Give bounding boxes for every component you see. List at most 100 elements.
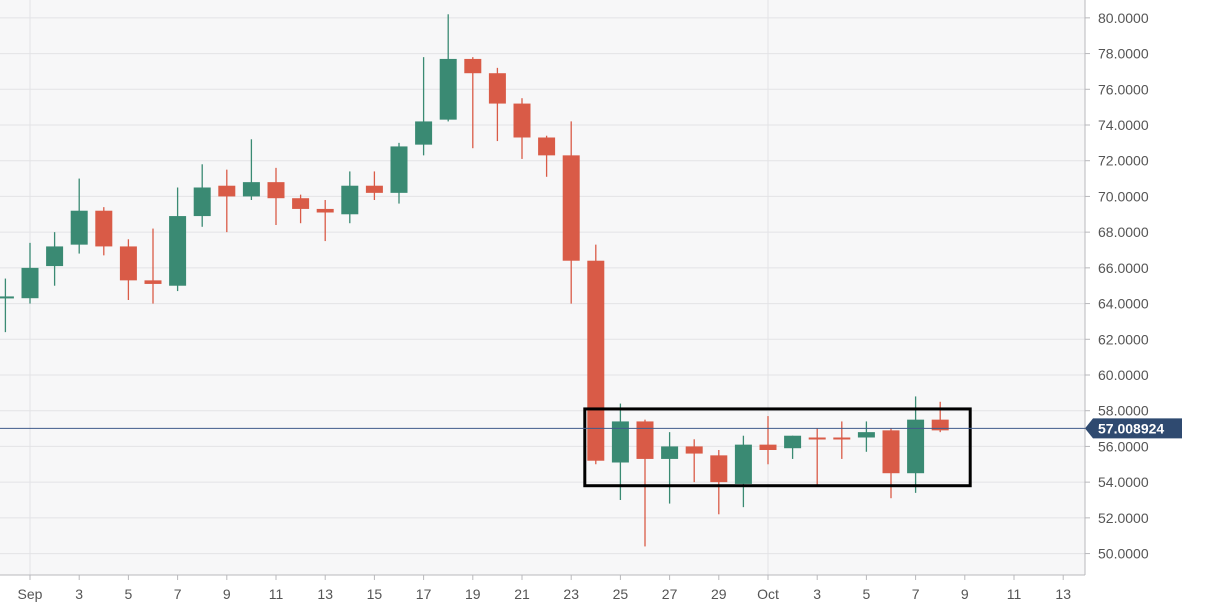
plot-area [0, 0, 1085, 575]
candle-body [464, 58, 482, 74]
candle [21, 242, 39, 304]
candle [857, 421, 875, 452]
x-tick-label: 13 [317, 586, 333, 602]
x-tick-label: 21 [514, 586, 530, 602]
candle-body [488, 73, 506, 104]
y-tick-label: 62.0000 [1098, 331, 1149, 347]
candle [636, 419, 654, 547]
candle [931, 401, 949, 433]
y-tick-label: 78.0000 [1098, 46, 1149, 62]
y-tick-label: 68.0000 [1098, 224, 1149, 240]
candle-body [316, 208, 334, 213]
y-tick-label: 54.0000 [1098, 474, 1149, 490]
y-tick-label: 70.0000 [1098, 188, 1149, 204]
candle [907, 396, 925, 493]
candle [169, 187, 187, 292]
candle-body [513, 103, 531, 138]
candle-body [907, 419, 925, 474]
candle [365, 171, 383, 200]
current-price-label: 57.008924 [1098, 420, 1164, 436]
candle [661, 432, 679, 504]
candle [734, 435, 752, 508]
candle-body [390, 146, 408, 193]
candle-body [95, 210, 113, 247]
candle [488, 67, 506, 142]
candle-body [46, 246, 64, 267]
y-tick-label: 60.0000 [1098, 367, 1149, 383]
candle-body [784, 435, 802, 449]
x-tick-label: 5 [125, 586, 133, 602]
candle [0, 278, 14, 333]
candle [242, 139, 260, 200]
candle [341, 171, 359, 224]
y-tick-label: 50.0000 [1098, 546, 1149, 562]
y-tick-label: 76.0000 [1098, 81, 1149, 97]
x-tick-label: 23 [563, 586, 579, 602]
candle [710, 450, 728, 515]
candle [70, 178, 88, 254]
candle-body [193, 187, 211, 217]
y-tick-label: 66.0000 [1098, 260, 1149, 276]
candle [292, 194, 310, 224]
overlays: 57.008924 [0, 407, 1182, 488]
candle [193, 164, 211, 227]
x-tick-label: Oct [757, 586, 779, 602]
candle-body [0, 296, 14, 299]
x-tick-label: 29 [711, 586, 727, 602]
candle [415, 57, 433, 156]
x-tick-label: 11 [269, 586, 284, 602]
x-tick-label: 19 [465, 586, 481, 602]
candle [784, 435, 802, 459]
candle [267, 167, 285, 225]
y-tick-label: 64.0000 [1098, 296, 1149, 312]
candle-body [587, 260, 605, 461]
candle [587, 244, 605, 465]
candles [0, 14, 949, 547]
x-axis: Sep 3 5 7 9 11 13 15 17 19 21 23 25 27 29 Oct 3 5 7 9 11 13 [0, 574, 1085, 602]
x-tick-label: 11 [1007, 586, 1022, 602]
candle-body [341, 185, 359, 215]
x-tick-label: 7 [174, 586, 182, 602]
candle-body [562, 155, 580, 261]
candle [218, 169, 236, 233]
candle [513, 98, 531, 159]
candle-body [882, 430, 900, 474]
candle-body [808, 437, 826, 440]
candle [316, 200, 334, 242]
x-tick-label: 27 [662, 586, 678, 602]
y-tick-label: 58.0000 [1098, 403, 1149, 419]
candle [611, 403, 629, 500]
candle [538, 135, 556, 177]
candle-body [70, 210, 88, 245]
candle-body [169, 216, 187, 286]
candle-body [267, 182, 285, 199]
candle [464, 57, 482, 149]
x-tick-label: 7 [912, 586, 920, 602]
x-tick-label: 9 [223, 586, 231, 602]
x-tick-label: 13 [1055, 586, 1071, 602]
candle [390, 142, 408, 204]
candle-body [759, 444, 777, 450]
candle-body [611, 421, 629, 463]
candle [95, 207, 113, 256]
candle [685, 439, 703, 483]
candle-body [710, 455, 728, 483]
candle [833, 421, 851, 459]
x-tick-label: 5 [863, 586, 871, 602]
candle-body [415, 121, 433, 145]
candle-body [636, 421, 654, 459]
candle-body [538, 137, 556, 156]
candle-body [857, 432, 875, 438]
candle [562, 121, 580, 304]
y-tick-label: 72.0000 [1098, 153, 1149, 169]
highlight-box [583, 407, 972, 488]
candle [46, 232, 64, 286]
candle-body [21, 267, 39, 299]
candle-body [365, 185, 383, 193]
candle-body [685, 446, 703, 454]
y-tick-label: 74.0000 [1098, 117, 1149, 133]
x-tick-label: Sep [18, 586, 43, 602]
candle-body [119, 246, 137, 281]
